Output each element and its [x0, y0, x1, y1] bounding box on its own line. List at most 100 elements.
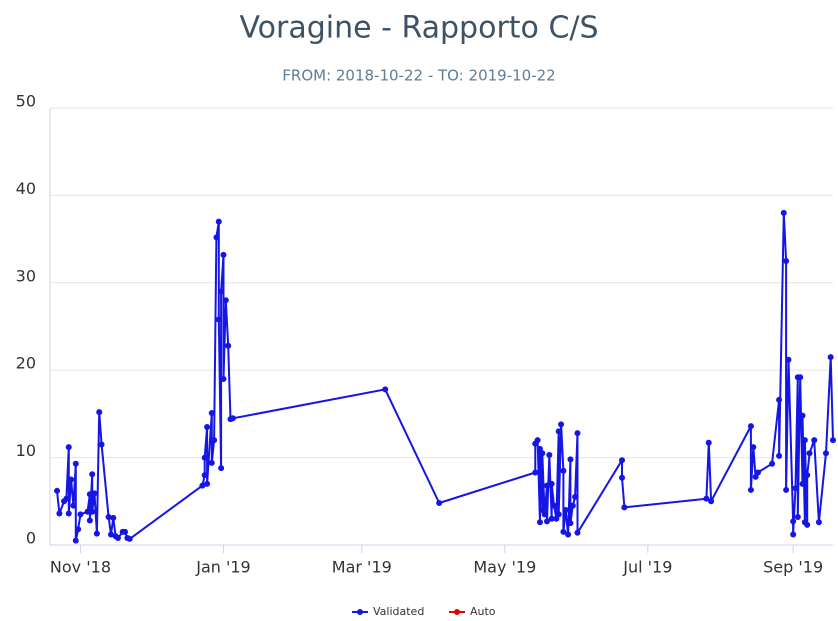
legend-marker [454, 609, 460, 615]
data-point [799, 480, 806, 487]
data-point [708, 498, 715, 505]
data-point [560, 467, 567, 474]
data-point [830, 437, 836, 444]
data-point [546, 451, 553, 458]
data-point [827, 354, 834, 361]
data-point [785, 356, 792, 363]
data-point [783, 486, 790, 493]
data-point [204, 480, 211, 487]
data-point [569, 502, 576, 509]
data-point [65, 444, 72, 451]
data-point [218, 288, 225, 295]
data-point [790, 518, 797, 525]
data-point [804, 472, 811, 479]
data-point [703, 495, 710, 502]
data-point [572, 493, 579, 500]
data-point [63, 495, 70, 502]
data-point [815, 519, 822, 526]
chart-title: Voragine - Rapporto C/S [239, 11, 598, 46]
data-point [754, 469, 761, 476]
data-point [562, 507, 569, 514]
data-point [75, 526, 82, 533]
data-point [91, 490, 98, 497]
data-point [114, 535, 121, 542]
data-point [215, 218, 222, 225]
data-point [532, 469, 539, 476]
data-point [543, 518, 550, 525]
data-point [56, 510, 63, 517]
data-point [211, 437, 218, 444]
y-tick-label: 20 [16, 354, 36, 373]
data-point [565, 531, 572, 538]
data-point [105, 514, 112, 521]
legend-label: Auto [470, 605, 496, 618]
data-point [86, 491, 93, 498]
data-point [776, 452, 783, 459]
data-point [555, 511, 562, 518]
data-point [804, 521, 811, 528]
y-tick-label: 10 [16, 441, 36, 460]
data-point [776, 396, 783, 403]
data-point [54, 487, 61, 494]
data-point [560, 528, 567, 535]
data-point [218, 465, 225, 472]
data-point [220, 375, 227, 382]
data-point [797, 374, 804, 381]
y-tick-label: 30 [16, 266, 36, 285]
data-point [551, 502, 558, 509]
data-point [539, 450, 546, 457]
x-tick-label: Jul '19 [622, 558, 672, 577]
data-point [208, 459, 215, 466]
data-point [201, 454, 208, 461]
data-point [558, 421, 565, 428]
data-point [222, 297, 229, 304]
data-point [543, 482, 550, 489]
data-point [534, 437, 541, 444]
data-point [107, 531, 114, 538]
data-point [89, 471, 96, 478]
data-point [89, 508, 96, 515]
data-point [122, 528, 129, 535]
data-point [621, 504, 628, 511]
data-point [811, 437, 818, 444]
data-point [548, 515, 555, 522]
data-point [799, 412, 806, 419]
data-point [705, 439, 712, 446]
data-point [93, 530, 100, 537]
data-point [229, 415, 236, 422]
legend-marker [357, 609, 363, 615]
x-tick-label: Sep '19 [763, 558, 823, 577]
data-point [382, 386, 389, 393]
y-tick-label: 40 [16, 179, 36, 198]
data-point [96, 409, 103, 416]
data-point [98, 441, 105, 448]
data-point [208, 410, 215, 417]
data-point [822, 450, 829, 457]
data-point [769, 460, 776, 467]
data-point [806, 450, 813, 457]
data-point [225, 342, 232, 349]
data-point [747, 486, 754, 493]
y-tick-label: 50 [16, 92, 36, 111]
data-point [747, 423, 754, 430]
data-point [536, 519, 543, 526]
data-point [619, 474, 626, 481]
data-point [555, 428, 562, 435]
data-point [567, 456, 574, 463]
data-point [794, 514, 801, 521]
data-point [783, 257, 790, 264]
x-tick-label: May '19 [473, 558, 536, 577]
data-point [72, 537, 79, 544]
data-point [65, 510, 72, 517]
x-tick-label: Nov '18 [50, 558, 111, 577]
data-point [199, 482, 206, 489]
legend-label: Validated [373, 605, 424, 618]
data-point [213, 234, 220, 241]
data-point [780, 209, 787, 216]
data-point [86, 517, 93, 524]
data-point [126, 535, 133, 542]
data-point [68, 476, 75, 483]
data-point [110, 514, 117, 521]
data-point [750, 444, 757, 451]
x-tick-label: Jan '19 [195, 558, 251, 577]
